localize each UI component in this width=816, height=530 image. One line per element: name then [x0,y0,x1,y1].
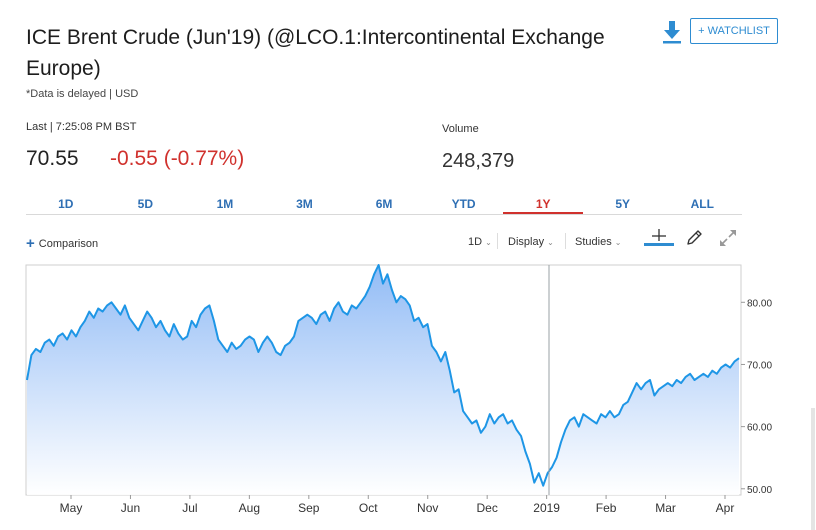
toolbar-divider [497,233,498,249]
volume-value: 248,379 [442,150,515,172]
plus-icon: + [26,235,35,252]
tab-1y[interactable]: 1Y [503,194,583,214]
x-tick-label: May [60,501,83,515]
data-delayed-note: *Data is delayed | USD [26,88,139,100]
interval-dropdown[interactable]: 1D ⌄ [468,236,492,248]
y-tick-label: 70.00 [747,360,772,371]
comparison-button[interactable]: + Comparison [26,235,98,252]
x-tick-label: Jul [182,501,197,515]
expand-icon[interactable] [718,228,738,248]
y-tick-label: 50.00 [747,485,772,496]
x-tick-label: Oct [359,501,378,515]
tab-1d[interactable]: 1D [58,197,74,211]
interval-label: 1D [468,236,483,248]
page-title: ICE Brent Crude (Jun'19) (@LCO.1:Interco… [26,26,605,80]
last-price: 70.55 [26,147,79,170]
studies-label: Studies [575,236,612,248]
scrollbar[interactable] [811,408,815,530]
display-label: Display [508,236,545,248]
x-tick-label: Apr [716,501,735,515]
x-tick-label: Mar [655,501,676,515]
x-tick-label: Nov [417,501,438,515]
tab-1m[interactable]: 1M [216,197,234,211]
price-area-fill [27,265,739,495]
x-tick-label: Sep [298,501,320,515]
crosshair-icon[interactable] [644,228,674,246]
chevron-down-icon: ⌄ [547,238,554,247]
y-tick-label: 60.00 [747,423,772,434]
x-tick-label: 2019 [533,501,560,515]
x-tick-label: Jun [121,501,140,515]
tab-5y[interactable]: 5Y [615,197,631,211]
price-chart[interactable]: 80.00 70.00 60.00 50.00 May Jun Jul Aug Sep Oct N… [0,258,790,529]
display-dropdown[interactable]: Display ⌄ [508,236,554,248]
chevron-down-icon: ⌄ [614,238,622,247]
tab-6m[interactable]: 6M [375,197,393,211]
draw-pencil-icon[interactable] [684,228,704,248]
range-tabs: 1D 5D 1M 3M 6M YTD 1Y 5Y ALL [26,194,742,215]
tab-3m[interactable]: 3M [296,197,313,211]
volume-label: Volume [442,123,479,135]
tab-ytd[interactable]: YTD [451,197,476,211]
comparison-label: Comparison [38,238,99,250]
price-chart-svg: 80.00 70.00 60.00 50.00 May Jun Jul Aug Sep Oct N… [25,264,772,515]
y-tick-label: 80.00 [747,298,772,309]
x-tick-label: Feb [596,501,617,515]
chevron-down-icon: ⌄ [485,238,492,247]
price-change: -0.55 (-0.77%) [110,147,245,170]
last-trade-label: Last | 7:25:08 PM BST [26,121,137,133]
add-to-watchlist-button[interactable]: + WATCHLIST [690,18,778,44]
x-tick-label: Aug [239,501,260,515]
download-icon[interactable] [660,20,684,44]
price-line [26,264,740,487]
tab-all[interactable]: ALL [690,197,714,211]
x-tick-label: Dec [477,501,498,515]
studies-dropdown[interactable]: Studies ⌄ [575,236,621,248]
toolbar-divider [565,233,566,249]
tab-5d[interactable]: 5D [137,197,154,211]
